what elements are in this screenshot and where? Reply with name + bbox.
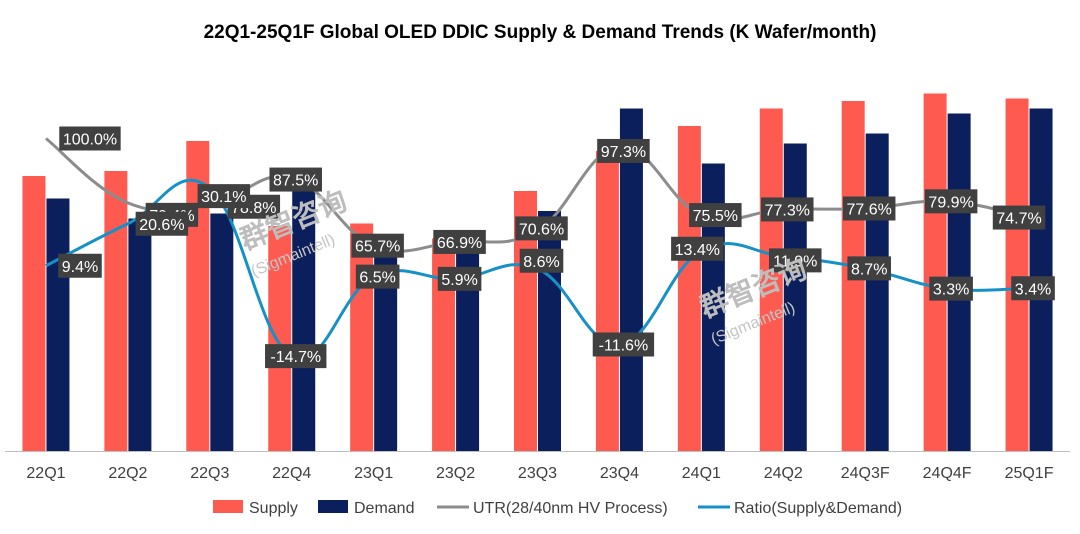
supply-bar	[677, 126, 701, 451]
ratio-data-label-box	[265, 344, 327, 369]
utr-data-label-box	[515, 216, 568, 241]
x-tick-label: 24Q2	[764, 465, 803, 482]
x-tick-label: 25Q1F	[1005, 465, 1054, 482]
supply-bar	[268, 226, 292, 451]
utr-data-label: 75.5%	[693, 208, 738, 225]
supply-bar	[595, 151, 619, 451]
demand-bar	[128, 218, 152, 451]
x-tick-label: 23Q1	[354, 465, 393, 482]
ratio-data-label: 3.3%	[933, 282, 969, 299]
utr-data-label-box	[597, 138, 650, 163]
ratio-data-label: 8.7%	[851, 261, 887, 278]
ratio-data-label-box	[671, 236, 724, 261]
ratio-data-label-box	[197, 184, 251, 209]
ratio-data-label-box	[519, 248, 564, 273]
supply-bar	[759, 108, 783, 451]
ratio-data-label: 3.4%	[1015, 281, 1051, 298]
utr-data-label: 87.5%	[273, 173, 318, 190]
ratio-data-label: -11.6%	[599, 338, 649, 355]
legend-label: Ratio(Supply&Demand)	[734, 500, 902, 517]
x-tick-label: 22Q2	[108, 465, 147, 482]
ratio-data-label-box	[1011, 276, 1055, 301]
ratio-data-label: 13.4%	[675, 242, 720, 259]
utr-data-label: 74.7%	[996, 211, 1041, 228]
supply-bar	[923, 93, 947, 451]
utr-data-label-box	[992, 205, 1046, 230]
ratio-data-label: 9.4%	[62, 259, 98, 276]
ratio-data-label: 8.6%	[523, 254, 559, 271]
legend-label: UTR(28/40nm HV Process)	[473, 500, 668, 517]
ratio-data-label-box	[929, 276, 973, 301]
utr-data-label: 77.3%	[765, 202, 810, 219]
demand-bar	[619, 108, 643, 451]
supply-bar	[22, 176, 46, 451]
legend-swatch	[213, 500, 243, 513]
utr-data-label: 97.3%	[601, 144, 646, 161]
utr-data-label-box	[351, 233, 404, 258]
x-tick-label: 24Q3F	[841, 465, 890, 482]
utr-data-label: 100.0%	[63, 132, 117, 149]
supply-bar	[432, 238, 456, 451]
ratio-data-label: 5.9%	[441, 272, 477, 289]
ratio-data-label-box	[355, 264, 400, 289]
demand-bar	[538, 211, 561, 451]
demand-bar	[292, 173, 316, 451]
legend-label: Demand	[354, 500, 414, 517]
demand-bar	[701, 163, 725, 451]
x-tick-label: 22Q3	[190, 465, 229, 482]
utr-data-label-box	[59, 126, 121, 151]
utr-data-label: 77.6%	[847, 202, 892, 219]
utr-data-label: 65.7%	[355, 239, 400, 256]
ratio-data-label-box	[847, 256, 891, 281]
utr-data-label-box	[761, 197, 814, 222]
ratio-data-label: 20.6%	[139, 217, 184, 234]
demand-bar	[46, 198, 70, 451]
legend-label: Supply	[249, 500, 298, 517]
x-tick-label: 23Q2	[436, 465, 475, 482]
ratio-data-label-box	[437, 266, 482, 291]
x-tick-label: 23Q4	[600, 465, 639, 482]
utr-data-label-box	[689, 203, 742, 228]
demand-bar	[210, 213, 234, 451]
utr-data-label: 79.9%	[928, 194, 973, 211]
demand-bar	[865, 133, 889, 451]
utr-data-label-box	[924, 189, 978, 214]
ratio-data-label-box	[135, 211, 189, 236]
x-tick-label: 24Q1	[682, 465, 721, 482]
ratio-data-label-box	[58, 253, 102, 278]
ratio-data-label-box	[769, 248, 822, 273]
utr-data-label-box	[433, 229, 486, 254]
x-tick-label: 24Q4F	[923, 465, 972, 482]
ratio-data-label: 11.9%	[773, 253, 817, 270]
demand-bar	[456, 251, 480, 451]
supply-bar	[1005, 98, 1029, 451]
ratio-data-label: -14.7%	[270, 349, 321, 366]
utr-data-label: 70.6%	[519, 221, 564, 238]
x-tick-label: 23Q3	[518, 465, 557, 482]
demand-bar	[374, 238, 398, 451]
x-tick-label: 22Q4	[272, 465, 311, 482]
demand-bar	[783, 143, 807, 451]
ratio-data-label: 6.5%	[359, 270, 395, 287]
x-tick-label: 22Q1	[26, 465, 65, 482]
ratio-data-label: 30.1%	[201, 189, 246, 206]
chart-title: 22Q1-25Q1F Global OLED DDIC Supply & Dem…	[203, 22, 877, 43]
ratio-data-label-box	[592, 332, 655, 357]
supply-bar	[104, 171, 128, 451]
utr-data-label-box	[269, 167, 322, 192]
legend-swatch	[318, 500, 348, 513]
utr-data-label-box	[842, 196, 896, 221]
utr-data-label: 66.9%	[437, 235, 482, 252]
